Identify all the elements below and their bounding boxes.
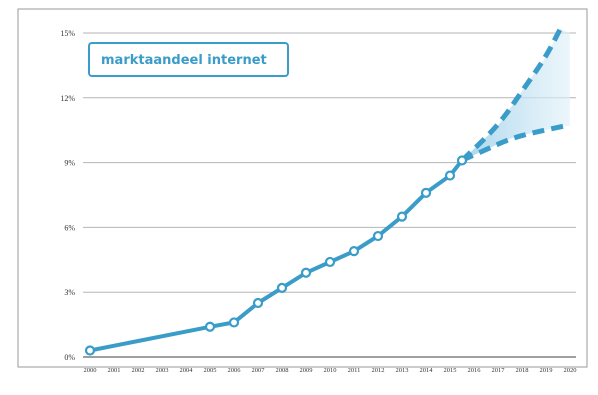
x-tick-label: 2002 — [132, 367, 145, 374]
data-point — [324, 256, 336, 268]
x-tick-label: 2006 — [228, 367, 242, 374]
x-tick-label: 2011 — [348, 367, 361, 374]
data-point — [300, 267, 312, 278]
data-point — [228, 317, 240, 328]
y-tick-label: 6% — [64, 223, 75, 232]
x-tick-labels: 2000 2001 2002 2003 2004 2005 2006 2007 2008 2009… — [84, 367, 577, 374]
y-tick-label: 0% — [64, 353, 75, 362]
legend: marktaandeel internet — [88, 42, 289, 77]
x-tick-label: 2001 — [108, 367, 121, 374]
grid-lines — [83, 32, 576, 358]
legend-label: marktaandeel internet — [101, 53, 267, 68]
x-tick-label: 2017 — [492, 367, 506, 374]
x-tick-label: 2009 — [300, 367, 313, 374]
data-point — [252, 297, 264, 309]
data-point — [204, 321, 216, 332]
x-tick-label: 2003 — [156, 367, 169, 374]
data-point — [372, 230, 384, 242]
x-tick-label: 2020 — [564, 367, 577, 374]
projection-lower-line — [460, 123, 566, 163]
data-point — [84, 345, 96, 356]
y-tick-label: 3% — [64, 288, 75, 297]
x-tick-label: 2014 — [420, 367, 434, 374]
x-tick-label: 2013 — [396, 367, 409, 374]
data-point — [276, 282, 288, 293]
data-point — [396, 211, 408, 222]
x-tick-label: 2019 — [540, 367, 553, 374]
projection-start-point — [456, 155, 468, 166]
data-point — [420, 187, 432, 198]
x-tick-label: 2008 — [276, 367, 289, 374]
x-tick-label: 2007 — [252, 367, 266, 374]
legend-box — [88, 42, 289, 77]
projection-fan — [462, 28, 570, 161]
y-tick-label: 9% — [64, 159, 75, 168]
y-tick-label: 12% — [60, 94, 75, 103]
chart-frame — [17, 8, 588, 368]
x-tick-label: 2004 — [180, 367, 194, 374]
x-tick-label: 2010 — [324, 367, 337, 374]
x-tick-label: 2000 — [84, 367, 97, 374]
x-tick-label: 2012 — [372, 367, 385, 374]
data-point — [348, 246, 360, 257]
y-tick-label: 15% — [60, 29, 75, 38]
data-point — [444, 170, 456, 181]
x-tick-label: 2015 — [444, 367, 457, 374]
x-tick-label: 2016 — [468, 367, 482, 374]
series-markers — [84, 155, 468, 356]
x-tick-label: 2018 — [516, 367, 529, 374]
y-tick-labels: 0% 3% 6% 9% 12% 15% — [60, 29, 75, 362]
x-tick-label: 2005 — [204, 367, 217, 374]
series-line — [89, 159, 464, 353]
